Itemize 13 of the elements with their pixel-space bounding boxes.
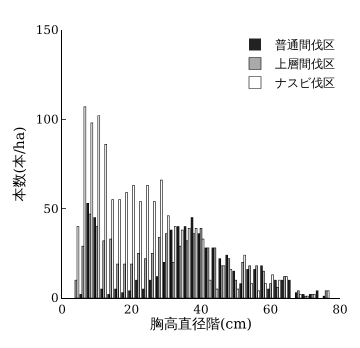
y-tick-label: 50 [43, 202, 59, 216]
y-tick-label: 0 [50, 291, 59, 306]
legend-label: 普通間伐区 [275, 38, 335, 52]
x-axis-title: 胸高直径階(cm) [150, 316, 252, 332]
y-tick-label: 100 [36, 112, 59, 127]
legend-label: 上層間伐区 [275, 57, 335, 72]
x-tick-label: 20 [124, 302, 140, 316]
x-tick-label: 80 [332, 302, 348, 316]
legend-label: ナスビ伐区 [275, 76, 335, 90]
y-tick-label: 150 [36, 23, 59, 38]
x-tick-label: 40 [193, 302, 209, 316]
x-tick-label: 60 [262, 302, 278, 316]
y-axis-title: 本数(本/ha) [12, 126, 28, 202]
